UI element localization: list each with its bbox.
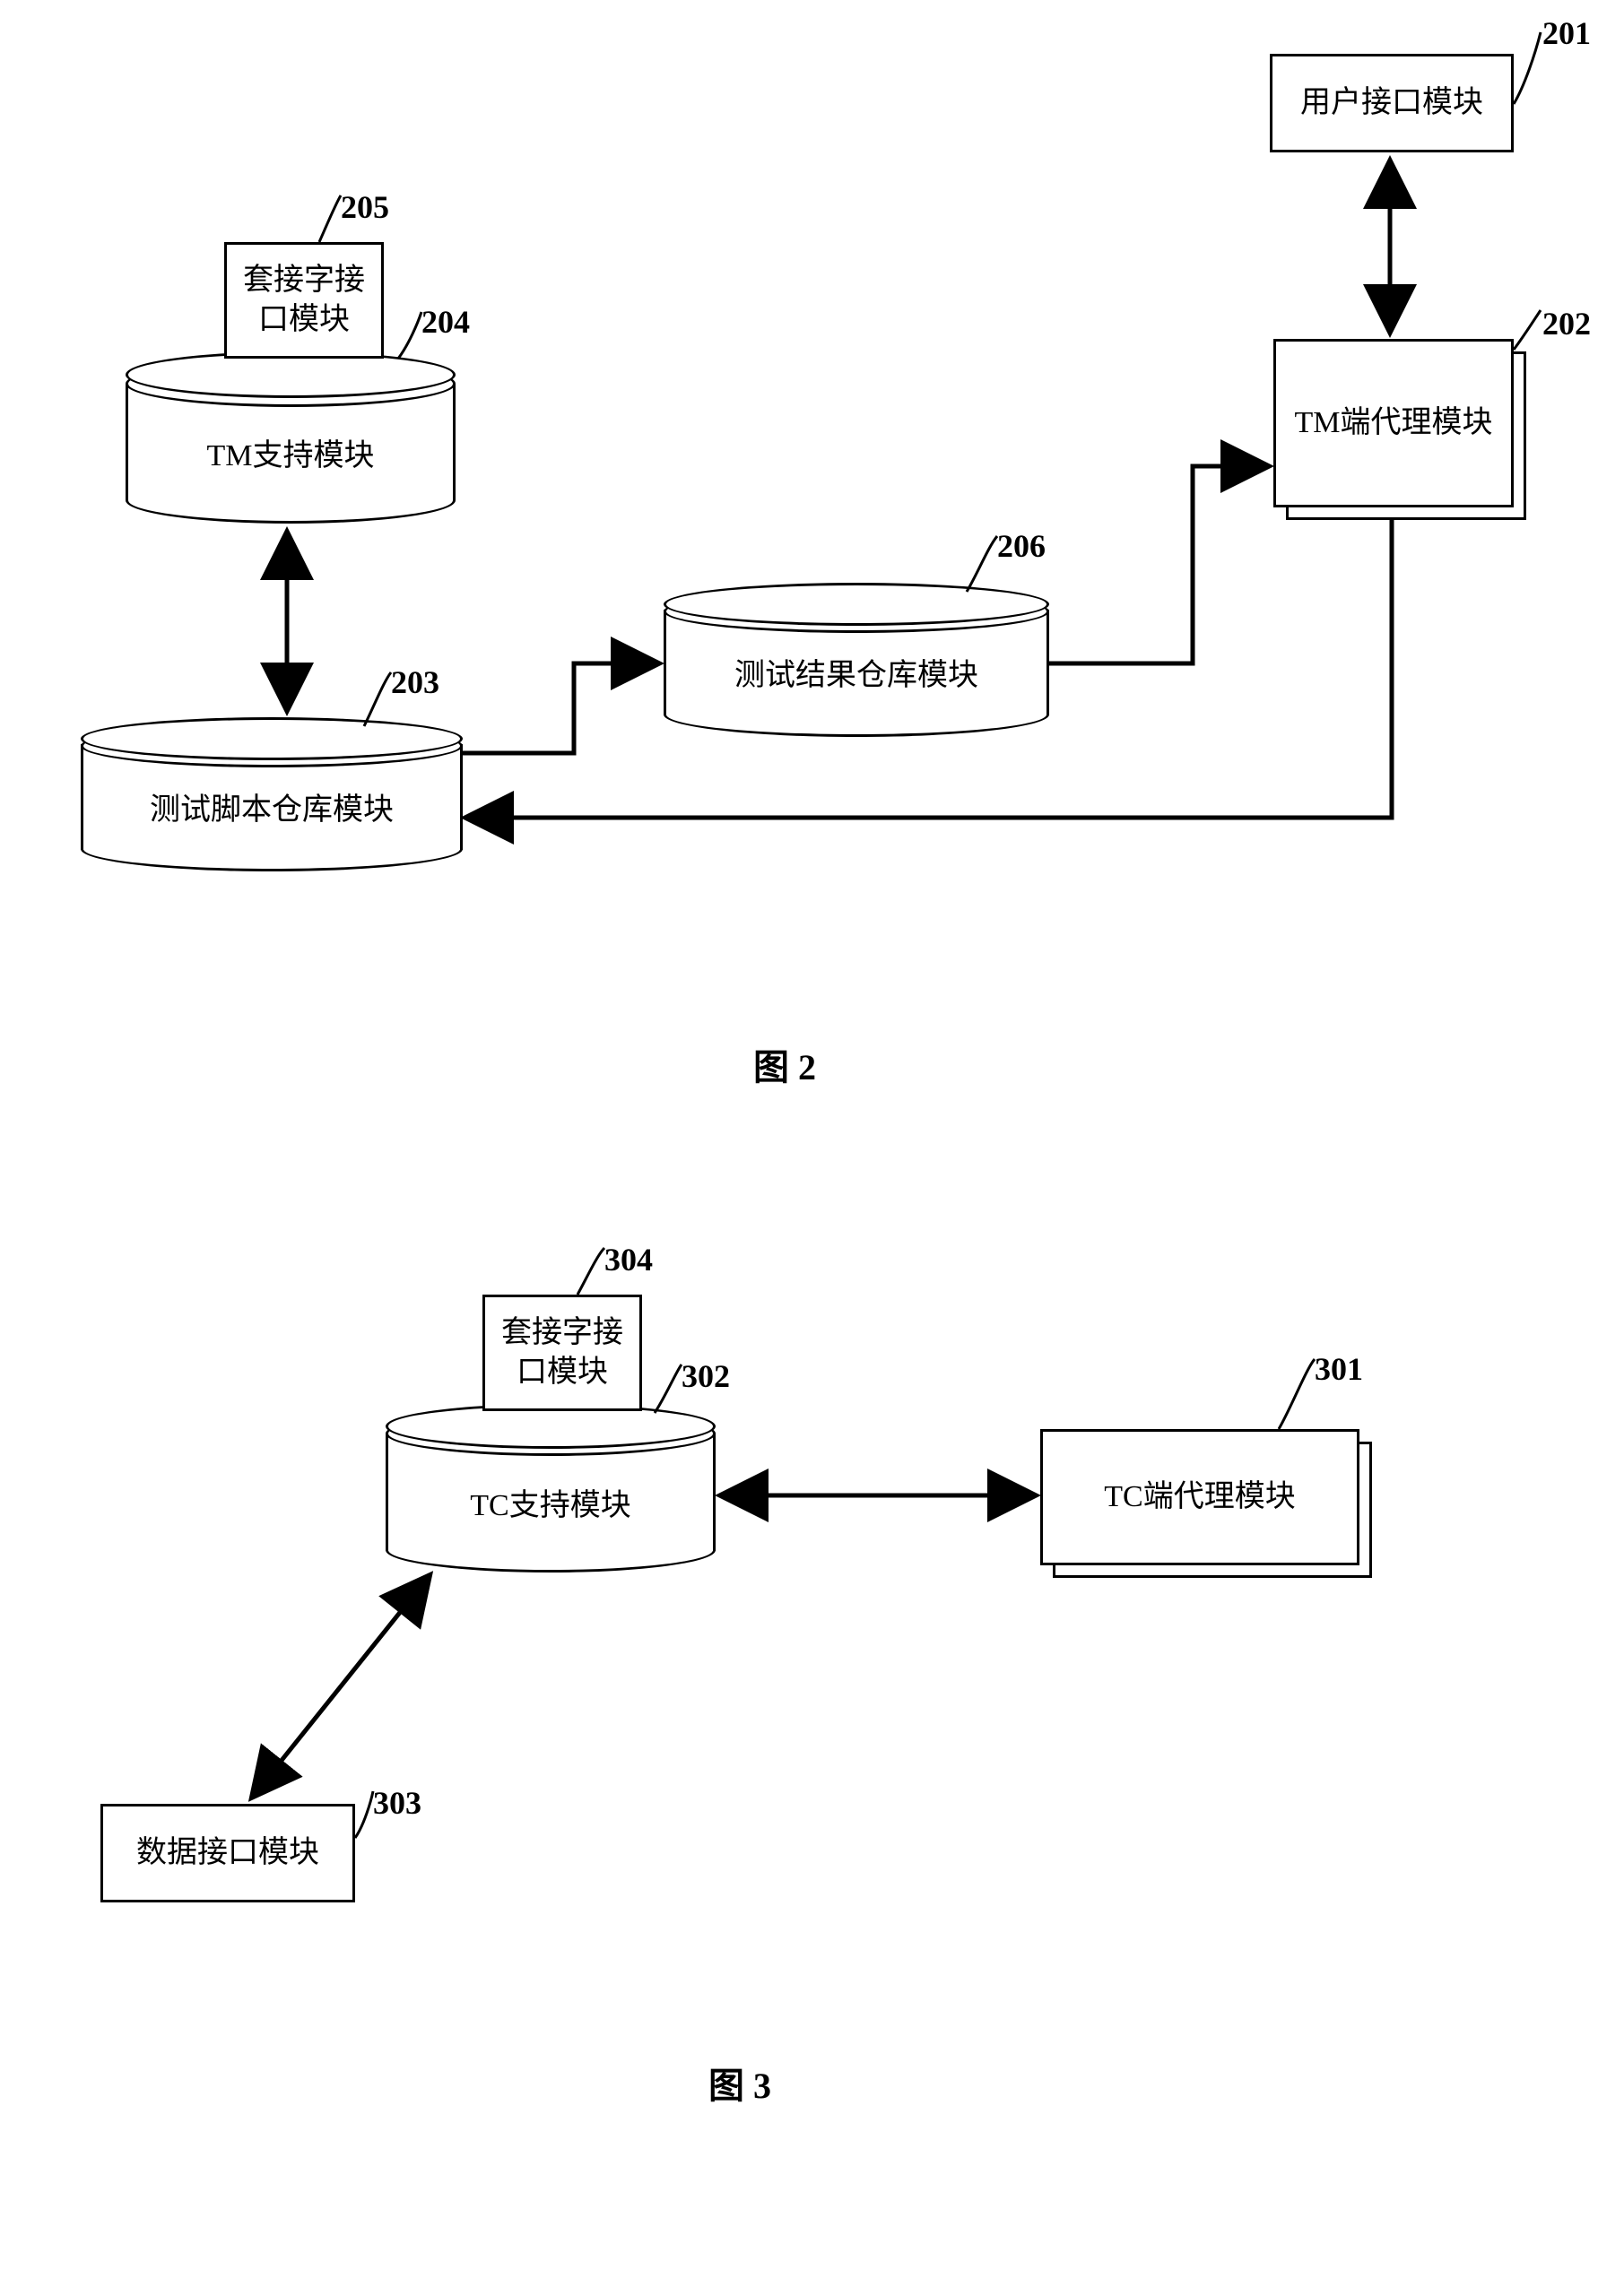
callout-304: 304 — [604, 1241, 653, 1278]
fig2-caption: 图 2 — [753, 1038, 816, 1090]
callout-302: 302 — [682, 1357, 730, 1395]
node-206-label: 测试结果仓库模块 — [734, 650, 978, 694]
callout-203: 203 — [391, 663, 439, 701]
node-201: 用户接口模块 — [1270, 54, 1514, 152]
callout-204: 204 — [421, 303, 470, 341]
callout-205: 205 — [341, 188, 389, 226]
node-303: 数据接口模块 — [100, 1804, 355, 1902]
node-203: 测试脚本仓库模块 — [81, 717, 463, 871]
node-202-label: TM端代理模块 — [1295, 403, 1493, 443]
callout-201: 201 — [1542, 14, 1591, 52]
fig3-caption: 图 3 — [708, 2057, 771, 2109]
callout-202: 202 — [1542, 305, 1591, 342]
node-205-label: 套接字接口模块 — [232, 261, 376, 340]
callout-206: 206 — [997, 527, 1046, 565]
diagram-canvas: 用户接口模块 201 TM端代理模块 202 TM支持模块 204 套接字接口模… — [0, 0, 1624, 2296]
node-301: TC端代理模块 — [1040, 1429, 1359, 1565]
callout-301: 301 — [1315, 1350, 1363, 1388]
node-202-front: TM端代理模块 — [1273, 339, 1514, 507]
node-204-label: TM支持模块 — [207, 430, 375, 474]
node-304: 套接字接口模块 — [482, 1295, 642, 1411]
node-301-front: TC端代理模块 — [1040, 1429, 1359, 1565]
node-204: TM支持模块 — [126, 351, 456, 524]
node-303-label: 数据接口模块 — [136, 1833, 319, 1873]
node-301-label: TC端代理模块 — [1104, 1477, 1295, 1517]
node-304-label: 套接字接口模块 — [491, 1313, 634, 1392]
node-203-label: 测试脚本仓库模块 — [150, 784, 394, 828]
node-205: 套接字接口模块 — [224, 242, 384, 359]
callout-303: 303 — [373, 1784, 421, 1822]
node-206: 测试结果仓库模块 — [664, 583, 1049, 737]
node-302: TC支持模块 — [386, 1404, 716, 1573]
node-201-label: 用户接口模块 — [1300, 83, 1483, 123]
node-202: TM端代理模块 — [1273, 339, 1514, 507]
node-302-label: TC支持模块 — [470, 1480, 630, 1524]
